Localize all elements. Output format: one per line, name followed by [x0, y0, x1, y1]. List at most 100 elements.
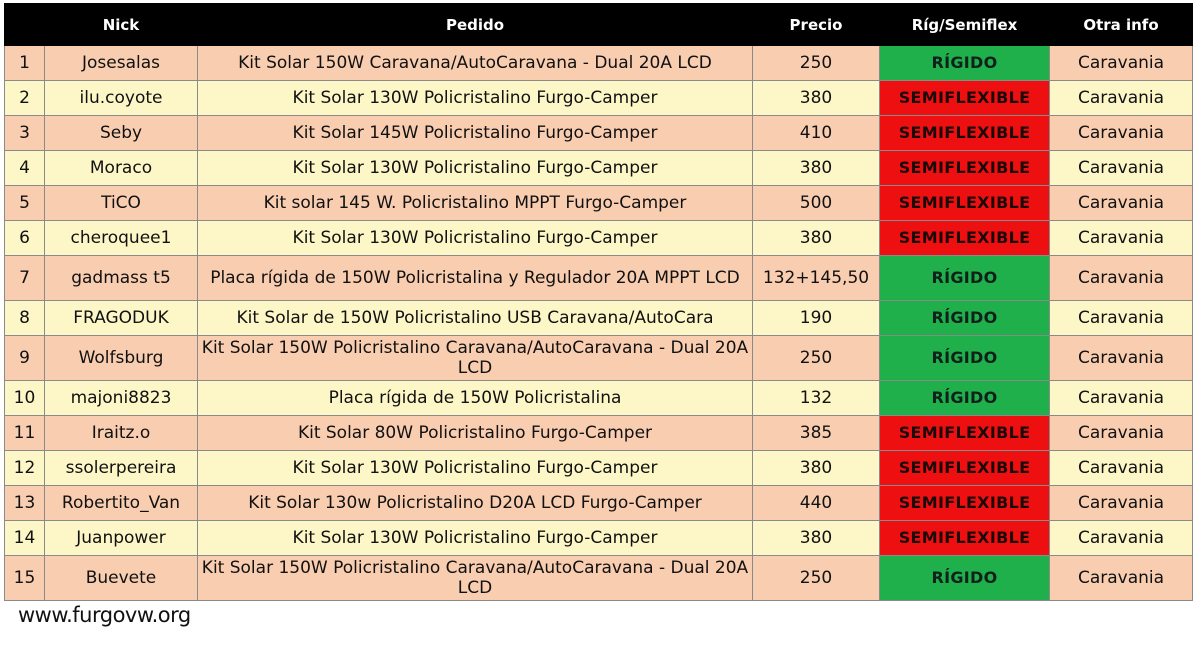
pedido-cell: Kit Solar 130W Policristalino Furgo-Camp… [197, 220, 753, 256]
tipo-badge: RÍGIDO [879, 255, 1050, 301]
precio-cell: 440 [752, 485, 880, 521]
tipo-badge: SEMIFLEXIBLE [879, 185, 1050, 221]
pedido-cell: Kit Solar 130W Policristalino Furgo-Camp… [197, 80, 753, 116]
row-number-cell: 13 [4, 485, 45, 521]
row-number-cell: 6 [4, 220, 45, 256]
row-number-cell: 8 [4, 300, 45, 336]
table-row: 9 Wolfsburg Kit Solar 150W Policristalino … [4, 335, 1193, 381]
row-number-cell: 5 [4, 185, 45, 221]
tipo-badge: SEMIFLEXIBLE [879, 485, 1050, 521]
site-watermark: www.furgovw.org [18, 603, 191, 627]
precio-cell: 190 [752, 300, 880, 336]
tipo-badge: RÍGIDO [879, 300, 1050, 336]
pedido-cell: Kit Solar 130W Policristalino Furgo-Camp… [197, 450, 753, 486]
table-body: 1 Josesalas Kit Solar 150W Caravana/AutoCa… [4, 45, 1193, 601]
precio-cell: 380 [752, 150, 880, 186]
header-tipo: Ríg/Semiflex [879, 3, 1050, 46]
nick-cell: TiCO [44, 185, 198, 221]
table-row: 8 FRAGODUK Kit Solar de 150W Policristalin… [4, 300, 1193, 336]
pedido-cell: Kit Solar 150W Caravana/AutoCaravana - D… [197, 45, 753, 81]
orders-sheet: Nick Pedido Precio Ríg/Semiflex Otra inf… [4, 3, 1193, 601]
precio-cell: 380 [752, 450, 880, 486]
row-number-cell: 7 [4, 255, 45, 301]
header-row: Nick Pedido Precio Ríg/Semiflex Otra inf… [4, 3, 1193, 46]
precio-cell: 250 [752, 45, 880, 81]
precio-cell: 410 [752, 115, 880, 151]
table-header: Nick Pedido Precio Ríg/Semiflex Otra inf… [4, 3, 1193, 46]
row-number-cell: 2 [4, 80, 45, 116]
otra-info-cell: Caravania [1049, 450, 1193, 486]
nick-cell: Robertito_Van [44, 485, 198, 521]
pedido-cell: Kit Solar 80W Policristalino Furgo-Campe… [197, 415, 753, 451]
tipo-badge: RÍGIDO [879, 45, 1050, 81]
otra-info-cell: Caravania [1049, 150, 1193, 186]
precio-cell: 380 [752, 520, 880, 556]
nick-cell: Wolfsburg [44, 335, 198, 381]
otra-info-cell: Caravania [1049, 520, 1193, 556]
row-number-cell: 1 [4, 45, 45, 81]
row-number-cell: 10 [4, 380, 45, 416]
header-pedido: Pedido [197, 3, 753, 46]
nick-cell: Juanpower [44, 520, 198, 556]
precio-cell: 385 [752, 415, 880, 451]
nick-cell: ilu.coyote [44, 80, 198, 116]
tipo-badge: SEMIFLEXIBLE [879, 115, 1050, 151]
pedido-cell: Kit Solar 150W Policristalino Caravana/A… [197, 555, 753, 601]
precio-cell: 380 [752, 220, 880, 256]
otra-info-cell: Caravania [1049, 80, 1193, 116]
tipo-badge: RÍGIDO [879, 380, 1050, 416]
pedido-cell: Kit Solar 150W Policristalino Caravana/A… [197, 335, 753, 381]
header-nick: Nick [44, 3, 198, 46]
precio-cell: 250 [752, 335, 880, 381]
row-number-cell: 4 [4, 150, 45, 186]
otra-info-cell: Caravania [1049, 380, 1193, 416]
table-row: 15 Buevete Kit Solar 150W Policristalino C… [4, 555, 1193, 601]
otra-info-cell: Caravania [1049, 220, 1193, 256]
pedido-cell: Placa rígida de 150W Policristalina y Re… [197, 255, 753, 301]
otra-info-cell: Caravania [1049, 255, 1193, 301]
table-row: 7 gadmass t5 Placa rígida de 150W Policris… [4, 255, 1193, 301]
orders-table: Nick Pedido Precio Ríg/Semiflex Otra inf… [4, 3, 1193, 601]
tipo-badge: SEMIFLEXIBLE [879, 220, 1050, 256]
nick-cell: Josesalas [44, 45, 198, 81]
table-row: 13 Robertito_Van Kit Solar 130w Policrista… [4, 485, 1193, 521]
otra-info-cell: Caravania [1049, 555, 1193, 601]
table-row: 4 Moraco Kit Solar 130W Policristalino Fur… [4, 150, 1193, 186]
pedido-cell: Kit Solar 130W Policristalino Furgo-Camp… [197, 520, 753, 556]
table-row: 3 Seby Kit Solar 145W Policristalino Furgo… [4, 115, 1193, 151]
row-number-cell: 9 [4, 335, 45, 381]
table-row: 12 ssolerpereira Kit Solar 130W Policrista… [4, 450, 1193, 486]
nick-cell: Buevete [44, 555, 198, 601]
precio-cell: 380 [752, 80, 880, 116]
precio-cell: 500 [752, 185, 880, 221]
otra-info-cell: Caravania [1049, 45, 1193, 81]
table-row: 11 Iraitz.o Kit Solar 80W Policristalino F… [4, 415, 1193, 451]
row-number-cell: 3 [4, 115, 45, 151]
pedido-cell: Kit solar 145 W. Policristalino MPPT Fur… [197, 185, 753, 221]
table-row: 2 ilu.coyote Kit Solar 130W Policristalino… [4, 80, 1193, 116]
otra-info-cell: Caravania [1049, 335, 1193, 381]
nick-cell: Moraco [44, 150, 198, 186]
tipo-badge: RÍGIDO [879, 335, 1050, 381]
otra-info-cell: Caravania [1049, 300, 1193, 336]
table-row: 1 Josesalas Kit Solar 150W Caravana/AutoCa… [4, 45, 1193, 81]
row-number-cell: 12 [4, 450, 45, 486]
tipo-badge: SEMIFLEXIBLE [879, 415, 1050, 451]
nick-cell: cheroquee1 [44, 220, 198, 256]
tipo-badge: RÍGIDO [879, 555, 1050, 601]
pedido-cell: Placa rígida de 150W Policristalina [197, 380, 753, 416]
table-row: 6 cheroquee1 Kit Solar 130W Policristalino… [4, 220, 1193, 256]
otra-info-cell: Caravania [1049, 115, 1193, 151]
pedido-cell: Kit Solar de 150W Policristalino USB Car… [197, 300, 753, 336]
pedido-cell: Kit Solar 130w Policristalino D20A LCD F… [197, 485, 753, 521]
header-num [4, 3, 45, 46]
header-otra-info: Otra info [1049, 3, 1193, 46]
row-number-cell: 11 [4, 415, 45, 451]
nick-cell: Iraitz.o [44, 415, 198, 451]
pedido-cell: Kit Solar 145W Policristalino Furgo-Camp… [197, 115, 753, 151]
nick-cell: Seby [44, 115, 198, 151]
row-number-cell: 14 [4, 520, 45, 556]
table-row: 14 Juanpower Kit Solar 130W Policristalino… [4, 520, 1193, 556]
header-precio: Precio [752, 3, 880, 46]
precio-cell: 250 [752, 555, 880, 601]
